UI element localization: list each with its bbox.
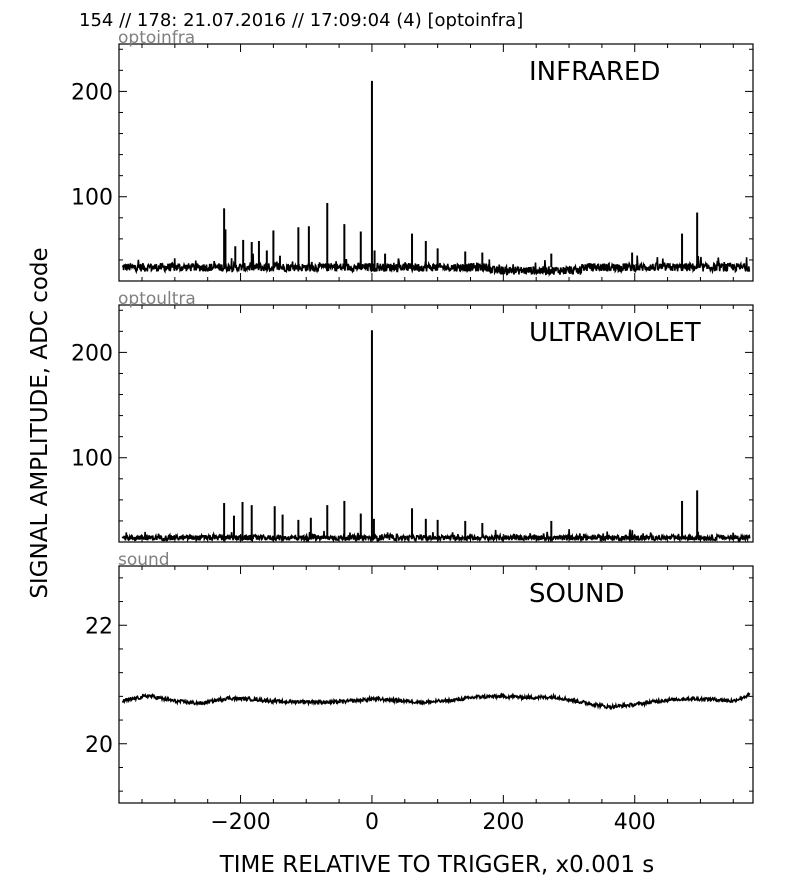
panel-title: SOUND (529, 579, 624, 609)
panel-source-label: optoinfra (118, 28, 195, 48)
x-tick-label: −200 (210, 810, 270, 835)
y-tick-label: 100 (71, 447, 113, 472)
signal-trace (121, 529, 751, 542)
y-tick-label: 200 (71, 80, 113, 105)
x-tick-label: 200 (482, 810, 524, 835)
signal-trace (121, 253, 751, 278)
y-tick-label: 20 (85, 733, 113, 758)
panel-frame (118, 43, 754, 282)
y-tick-label: 100 (71, 186, 113, 211)
panel-optoinfra: 100 200 optoinfra INFRARED (71, 28, 754, 282)
y-tick-label: 200 (71, 341, 113, 366)
panel-optoultra: 100 200 optoultra ULTRAVIOLET (71, 289, 754, 543)
panel-sound: 20 22 −200 0 200 400 sound SOUND (85, 550, 754, 835)
figure-header: 154 // 178: 21.07.2016 // 17:09:04 (4) [… (79, 10, 523, 31)
panel-source-label: optoultra (118, 289, 196, 309)
panel-frame (118, 304, 754, 543)
x-axis-label: TIME RELATIVE TO TRIGGER, x0.001 s (219, 852, 655, 878)
signal-trace (121, 691, 751, 711)
y-tick-label: 22 (85, 614, 113, 639)
panel-title: INFRARED (529, 57, 660, 87)
panel-title: ULTRAVIOLET (529, 318, 701, 348)
x-tick-label: 400 (614, 810, 656, 835)
panel-source-label: sound (118, 550, 170, 570)
panel-frame (118, 565, 754, 804)
x-tick-label: 0 (365, 810, 379, 835)
y-axis-label: SIGNAL AMPLITUDE, ADC code (27, 247, 53, 598)
